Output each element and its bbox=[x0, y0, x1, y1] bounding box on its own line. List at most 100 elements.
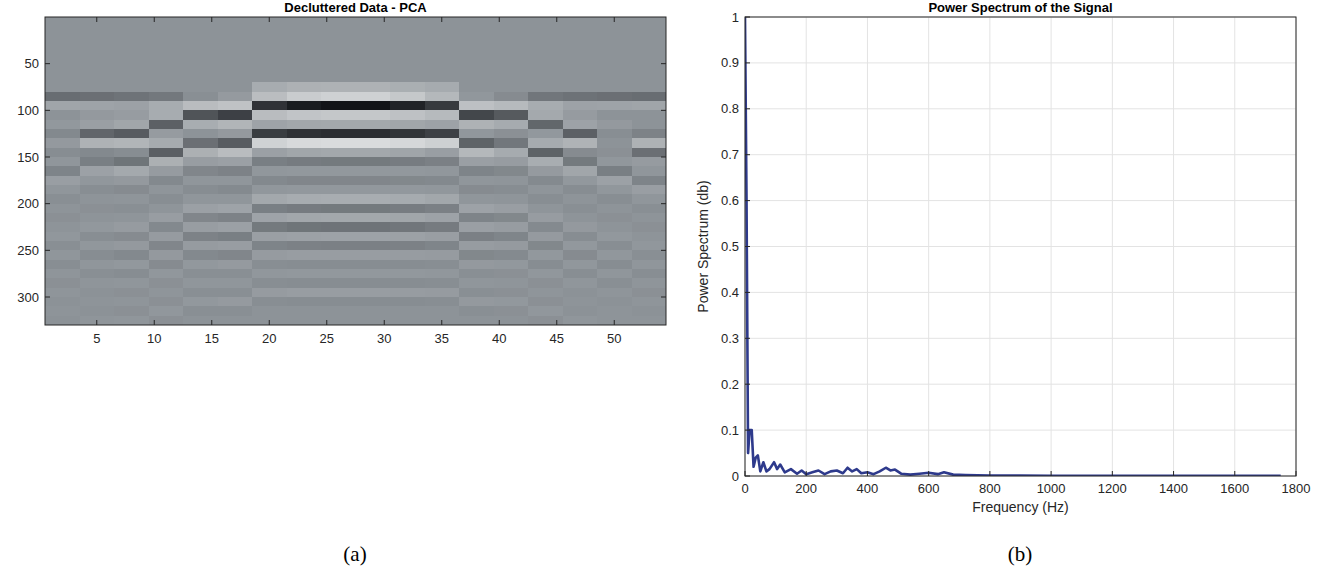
heatmap-cell bbox=[356, 36, 391, 46]
heatmap-cell bbox=[597, 288, 632, 298]
heatmap-cell bbox=[114, 148, 149, 158]
heatmap-cell bbox=[218, 241, 253, 251]
heatmap-cell bbox=[494, 148, 529, 158]
heatmap-cell bbox=[183, 213, 218, 223]
heatmap-cell bbox=[425, 250, 460, 260]
y-tick bbox=[745, 154, 750, 155]
heatmap-cell bbox=[356, 185, 391, 195]
heatmap-cell bbox=[390, 222, 425, 232]
heatmap-cell bbox=[80, 297, 115, 307]
heatmap-cell bbox=[563, 213, 598, 223]
heatmap-cell bbox=[80, 185, 115, 195]
heatmap-cell bbox=[563, 278, 598, 288]
heatmap-cell bbox=[356, 176, 391, 186]
heatmap-cell bbox=[114, 157, 149, 167]
heatmap-cell bbox=[80, 222, 115, 232]
heatmap-cell bbox=[149, 232, 184, 242]
heatmap-cell bbox=[45, 64, 80, 74]
heatmap-cell bbox=[321, 64, 356, 74]
chart-title: Power Spectrum of the Signal bbox=[928, 0, 1112, 15]
heatmap-cell bbox=[80, 194, 115, 204]
heatmap-cell bbox=[321, 288, 356, 298]
heatmap-cell bbox=[114, 138, 149, 148]
heatmap-cell bbox=[287, 316, 322, 325]
heatmap-cell bbox=[80, 64, 115, 74]
heatmap-cell bbox=[563, 204, 598, 214]
heatmap-cell bbox=[390, 194, 425, 204]
heatmap-cell bbox=[459, 185, 494, 195]
heatmap-cell bbox=[149, 166, 184, 176]
heatmap-cell bbox=[425, 138, 460, 148]
x-tick bbox=[556, 17, 557, 22]
heatmap-cell bbox=[425, 148, 460, 158]
x-tick-label: 35 bbox=[435, 331, 449, 346]
figure: 510152025303540455050100150200250300Decl… bbox=[0, 0, 1325, 577]
heatmap-cell bbox=[597, 45, 632, 55]
y-tick bbox=[45, 250, 50, 251]
x-tick-label: 5 bbox=[93, 331, 100, 346]
heatmap-cell bbox=[287, 157, 322, 167]
heatmap-cell bbox=[494, 297, 529, 307]
heatmap-cell bbox=[597, 138, 632, 148]
heatmap-cell bbox=[528, 64, 563, 74]
heatmap-cell bbox=[494, 26, 529, 36]
grid-line bbox=[745, 62, 1296, 63]
heatmap-cell bbox=[80, 54, 115, 64]
y-tick-label: 200 bbox=[17, 196, 39, 211]
heatmap-cell bbox=[218, 297, 253, 307]
heatmap-cell bbox=[149, 45, 184, 55]
heatmap-cell bbox=[563, 110, 598, 120]
x-tick bbox=[1234, 471, 1235, 476]
heatmap-cell bbox=[528, 110, 563, 120]
heatmap-cell bbox=[149, 138, 184, 148]
heatmap-cell bbox=[494, 73, 529, 83]
heatmap-cell bbox=[80, 36, 115, 46]
heatmap-cell bbox=[459, 278, 494, 288]
heatmap-cell bbox=[321, 204, 356, 214]
heatmap-cell bbox=[321, 26, 356, 36]
heatmap-cell bbox=[597, 269, 632, 279]
heatmap-cell bbox=[321, 120, 356, 130]
heatmap-cell bbox=[390, 297, 425, 307]
heatmap-cell bbox=[45, 26, 80, 36]
heatmap-cell bbox=[183, 288, 218, 298]
heatmap-cell bbox=[459, 120, 494, 130]
heatmap-cell bbox=[183, 316, 218, 325]
heatmap-cell bbox=[459, 232, 494, 242]
heatmap-cell bbox=[183, 54, 218, 64]
heatmap-cell bbox=[45, 288, 80, 298]
heatmap-cell bbox=[287, 306, 322, 316]
heatmap-cell bbox=[494, 54, 529, 64]
heatmap-cell bbox=[287, 148, 322, 158]
heatmap-cell bbox=[563, 194, 598, 204]
x-tick-label: 0 bbox=[741, 481, 748, 496]
x-tick bbox=[441, 320, 442, 325]
y-tick-label: 0.9 bbox=[721, 55, 739, 70]
grid-line bbox=[745, 246, 1296, 247]
heatmap-cell bbox=[321, 148, 356, 158]
heatmap-cell bbox=[114, 222, 149, 232]
heatmap-cell bbox=[494, 166, 529, 176]
heatmap-cell bbox=[425, 260, 460, 270]
heatmap-cell bbox=[597, 306, 632, 316]
heatmap-cell bbox=[563, 157, 598, 167]
heatmap-cell bbox=[183, 157, 218, 167]
x-tick-label: 10 bbox=[147, 331, 161, 346]
x-tick-label: 45 bbox=[550, 331, 564, 346]
heatmap-cell bbox=[356, 92, 391, 102]
heatmap-cell bbox=[287, 288, 322, 298]
heatmap-cell bbox=[287, 129, 322, 139]
heatmap-cell bbox=[597, 316, 632, 325]
heatmap-cell bbox=[287, 297, 322, 307]
heatmap-cell bbox=[218, 288, 253, 298]
heatmap-cell bbox=[149, 213, 184, 223]
heatmap-cell bbox=[356, 17, 391, 27]
heatmap-cell bbox=[321, 297, 356, 307]
heatmap-cell bbox=[459, 157, 494, 167]
heatmap-cell bbox=[597, 64, 632, 74]
spectrum-line bbox=[745, 17, 1281, 476]
heatmap-cell bbox=[425, 316, 460, 325]
y-tick-label: 0.2 bbox=[721, 377, 739, 392]
heatmap-cell bbox=[597, 176, 632, 186]
heatmap-cell bbox=[528, 213, 563, 223]
